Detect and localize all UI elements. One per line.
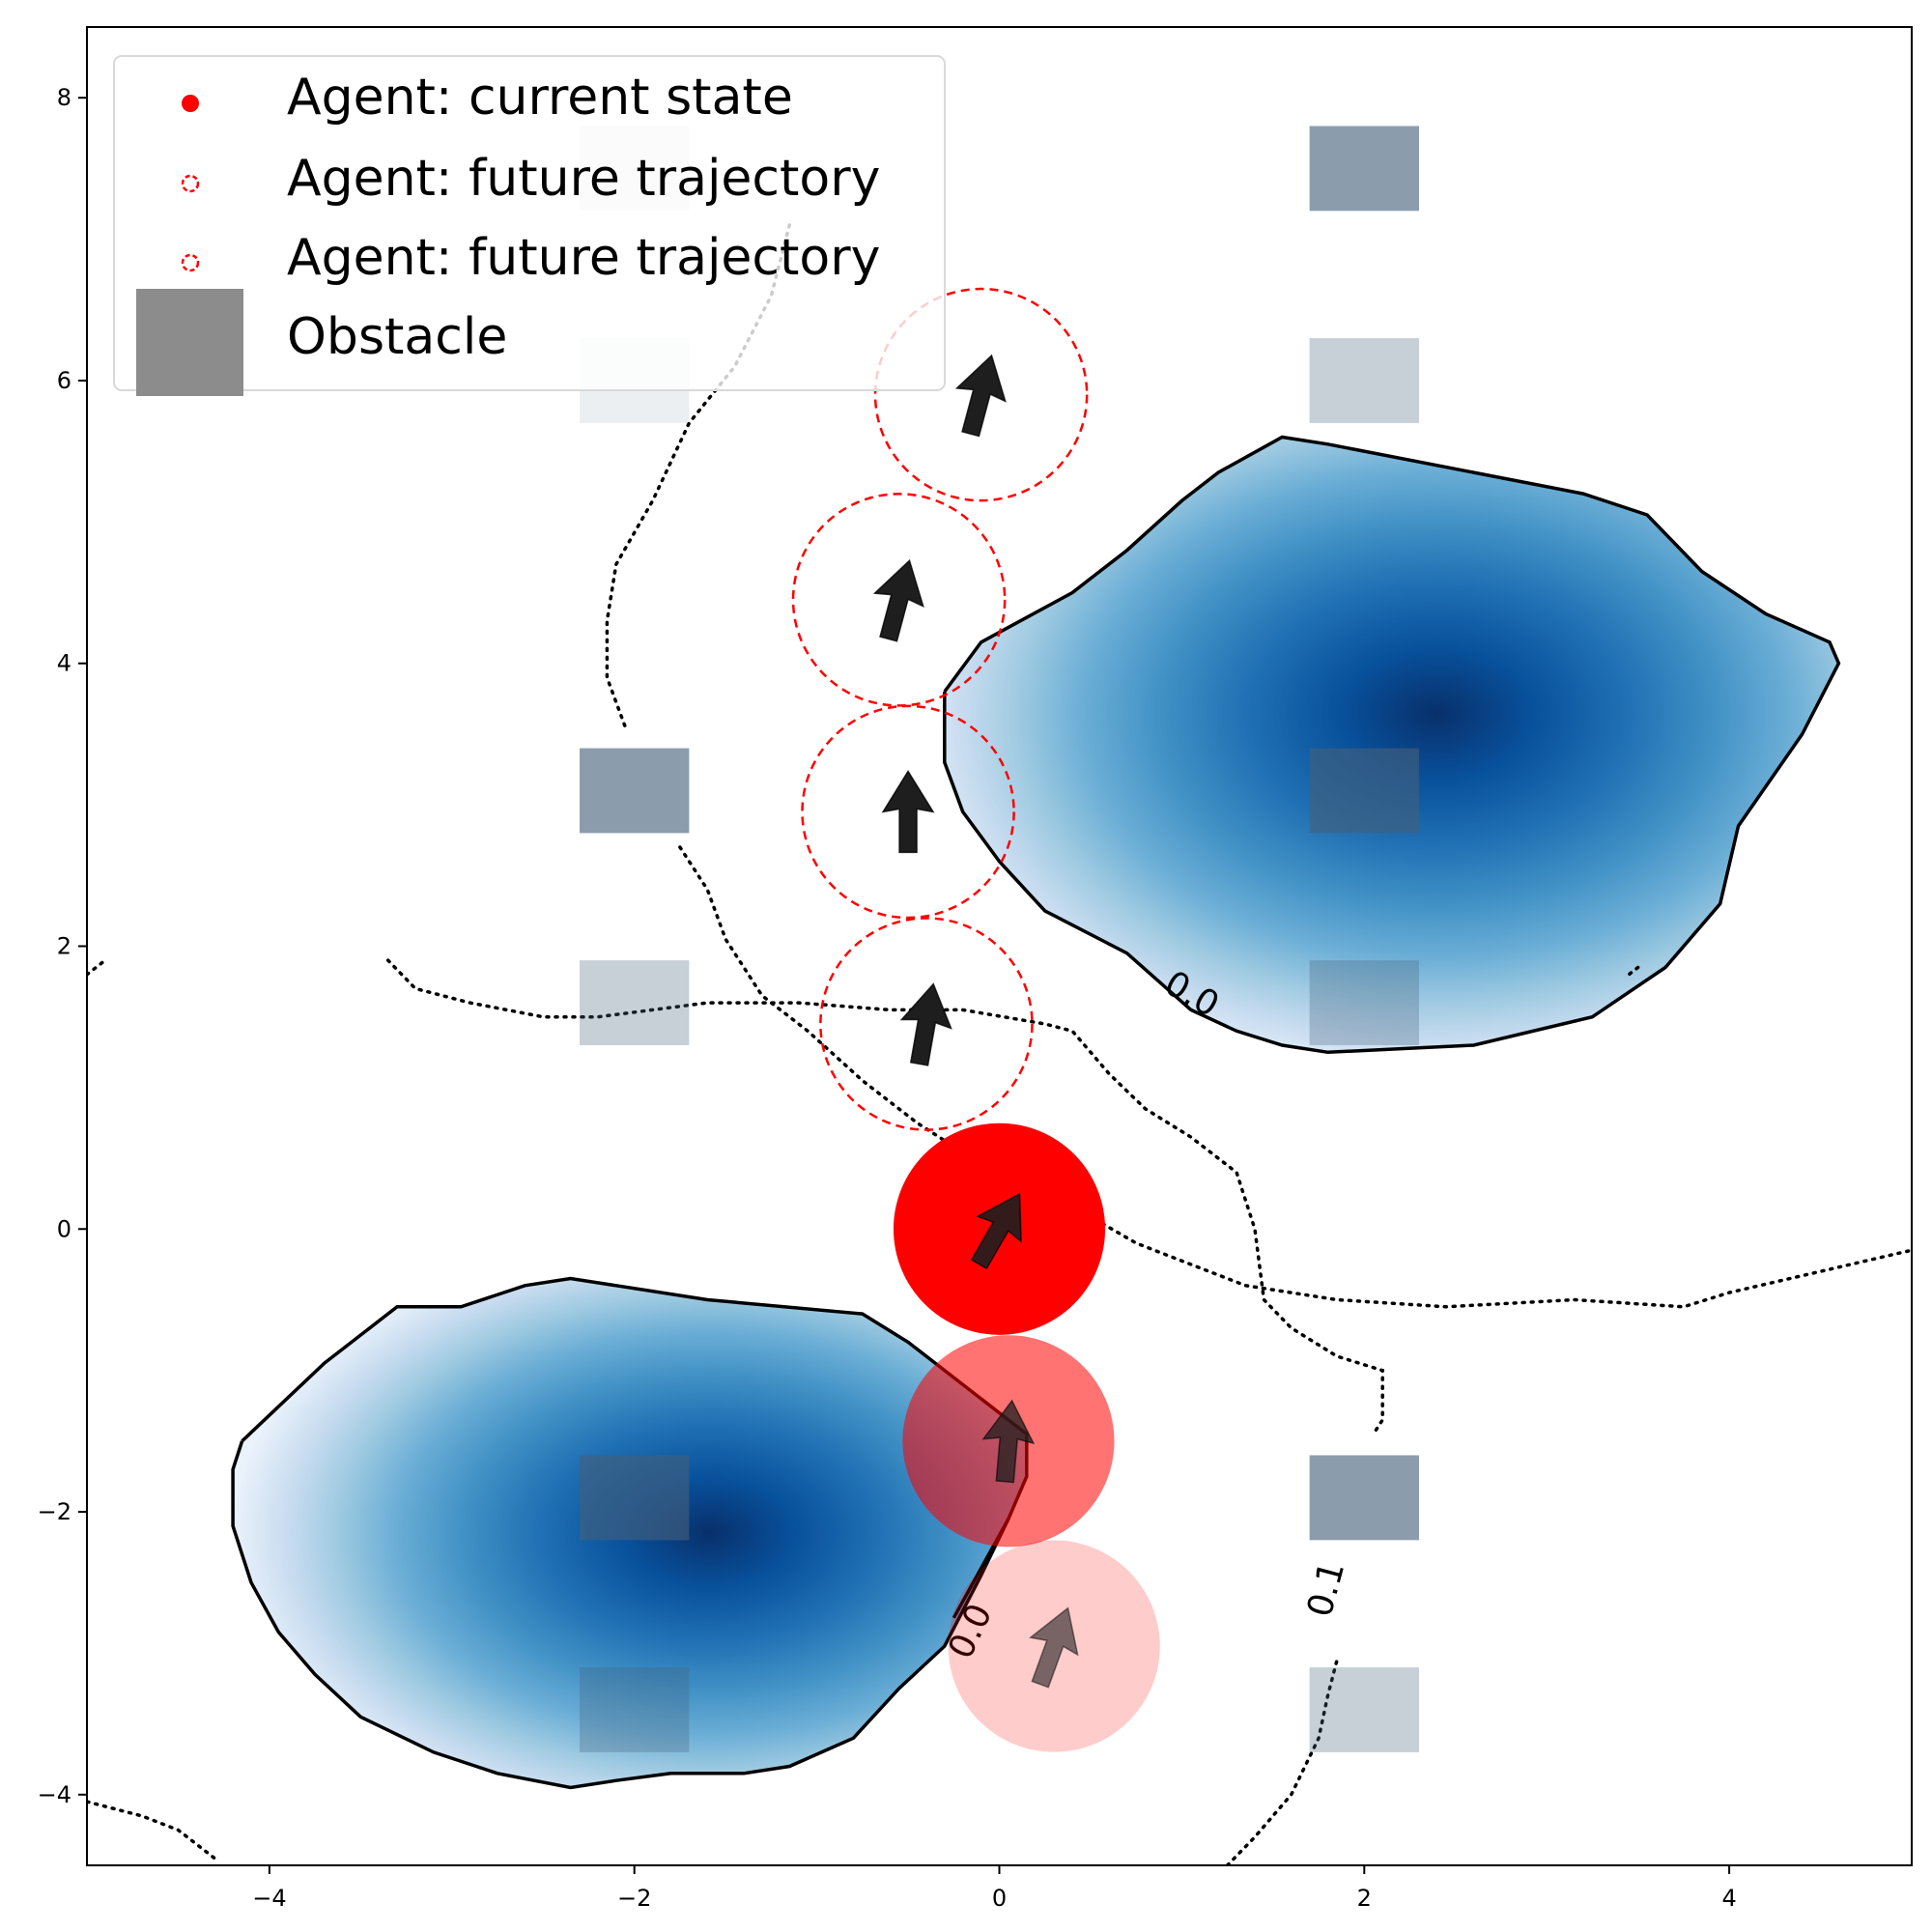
legend-future-trajectory-marker [181, 174, 200, 193]
density-contour-line-2 [231, 1276, 1029, 1790]
dotted-contour-2 [678, 845, 1912, 1309]
obstacle-8 [1309, 338, 1419, 423]
y-tick-label-3: 2 [57, 933, 71, 960]
x-tick-label-1: −2 [617, 1885, 651, 1912]
agent-future-arrow-2 [881, 770, 935, 854]
agent-future-state-2 [801, 704, 1015, 920]
y-tick-label-5: 6 [57, 367, 71, 394]
obstacle-4 [580, 960, 690, 1045]
obstacle-10 [1309, 960, 1419, 1045]
legend-label-future-trajectory: Agent: future trajectory [287, 150, 880, 208]
agent-future-arrow-1 [899, 982, 952, 1066]
agent-future-state-3 [791, 493, 1007, 707]
legend-label-future-trajectory-2: Agent: future trajectory [287, 229, 880, 287]
density-contour-line-1 [943, 435, 1841, 1055]
obstacle-7 [1309, 126, 1419, 212]
dotted-contour-1 [605, 223, 792, 729]
agent-future-arrow-4 [954, 354, 1007, 438]
dotted-contour-4 [87, 958, 107, 977]
obstacle-9 [1309, 748, 1419, 834]
obstacle-3 [580, 748, 690, 834]
contour-label-3: 0.1 [1300, 1557, 1352, 1621]
obstacle-5 [580, 1455, 690, 1541]
agent-current-arrow [970, 1192, 1022, 1270]
x-tick-label-0: −4 [252, 1885, 286, 1912]
agent-past-arrow-1 [981, 1399, 1036, 1484]
density-layer [231, 435, 1841, 1790]
agent-future-state-1 [819, 917, 1034, 1131]
legend-future-trajectory-marker-2 [181, 253, 200, 272]
x-tick-label-3: 2 [1357, 1885, 1372, 1912]
agent-past-arrow-2 [1028, 1606, 1079, 1689]
agent-future-state-4 [873, 287, 1089, 502]
y-tick-label-4: 4 [57, 650, 71, 677]
axes: −4 −2 0 2 4 −4 −2 0 2 4 6 8 [38, 84, 1737, 1912]
legend-current-state-marker [182, 95, 199, 112]
y-tick-label-1: −2 [38, 1498, 71, 1525]
x-tick-label-4: 4 [1721, 1885, 1736, 1912]
y-tick-label-2: 0 [57, 1215, 71, 1242]
x-tick-label-2: 0 [992, 1885, 1007, 1912]
legend-label-obstacle: Obstacle [287, 308, 507, 366]
legend-box [113, 55, 946, 391]
dotted-contour-6 [1225, 1658, 1339, 1865]
y-tick-label-6: 8 [57, 84, 71, 111]
obstacle-6 [580, 1667, 690, 1752]
density-region-1 [944, 437, 1839, 1053]
agent-markers [791, 287, 1160, 1752]
agent-future-arrow-3 [872, 558, 924, 642]
y-tick-label-0: −4 [38, 1781, 71, 1808]
dotted-contour-3 [385, 958, 1384, 1436]
dotted-contour-5 [87, 1800, 216, 1861]
legend: Agent: current state Agent: future traje… [113, 55, 946, 396]
obstacle-11 [1309, 1455, 1419, 1541]
dotted-contour-7 [1627, 965, 1640, 977]
obstacle-12 [1309, 1667, 1419, 1752]
legend-obstacle-marker [136, 289, 243, 396]
dotted-contours [87, 223, 1912, 1865]
legend-label-current-state: Agent: current state [287, 69, 793, 127]
